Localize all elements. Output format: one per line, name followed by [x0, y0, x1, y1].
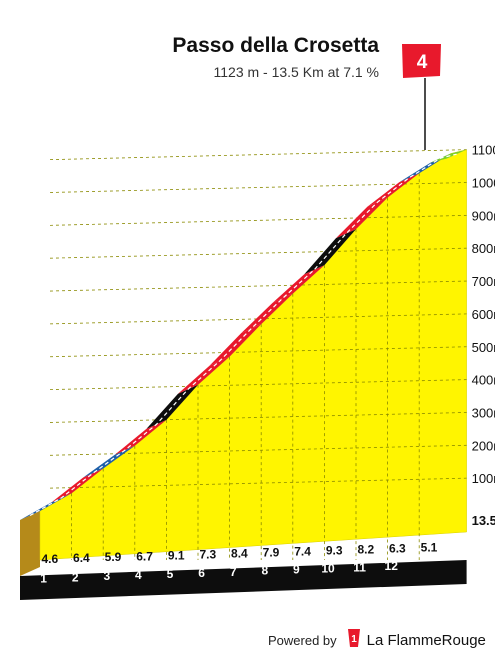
segment-gradient-label: 8.4 [231, 546, 248, 560]
y-tick-label: 900m [472, 208, 495, 223]
y-tick-label: 800m [472, 241, 495, 256]
x-end-label: 13.5 [472, 513, 495, 528]
svg-text:1: 1 [351, 634, 357, 645]
segment-gradient-label: 6.4 [73, 551, 90, 565]
x-tick-label: 12 [385, 559, 399, 573]
segment-band [336, 197, 388, 239]
segment-gradient-label: 5.9 [105, 550, 122, 564]
x-tick-label: 4 [135, 568, 142, 582]
y-gridline [49, 149, 467, 161]
segment-band [83, 445, 135, 478]
x-tick-label: 11 [353, 560, 366, 574]
km-bar [20, 560, 467, 600]
y-tick-label: 600m [472, 307, 495, 322]
segment-gradient-label: 7.9 [263, 545, 280, 559]
segment-gradient-label: 5.1 [421, 541, 438, 555]
profile-area [39, 149, 467, 561]
segment-gradient-label: 4.6 [41, 552, 58, 566]
x-tick-label: 7 [230, 565, 237, 579]
flag-number: 4 [417, 52, 428, 73]
la-flamme-rouge-logo-icon: 1 [347, 628, 361, 653]
powered-by-text: Powered by [268, 632, 337, 648]
profile-grid [49, 149, 467, 560]
y-tick-label: 200m [472, 438, 495, 453]
y-tick-label: 400m [472, 373, 495, 388]
segment-band [146, 384, 198, 429]
y-tick-label: 1100m [472, 143, 495, 158]
x-tick-label: 6 [198, 566, 205, 580]
brand-name: La FlammeRouge [366, 631, 486, 649]
x-tick-label: 10 [321, 561, 335, 575]
y-tick-label: 100m [472, 471, 495, 486]
profile-fill [39, 149, 467, 561]
climb-title: Passo della Crosetta [172, 34, 379, 57]
y-tick-label: 500m [472, 340, 495, 355]
flag-banner [402, 44, 441, 78]
segment-gradient-label: 7.4 [294, 545, 311, 559]
y-tick-label: 1000m [472, 176, 495, 191]
segment-gradient-label: 6.7 [136, 549, 153, 563]
y-tick-label: 300m [472, 405, 495, 420]
x-tick-label: 9 [293, 563, 300, 577]
climb-subtitle: 1123 m - 13.5 Km at 7.1 % [213, 64, 380, 80]
segment-gradient-label: 7.3 [199, 547, 216, 561]
y-tick-label: 700m [472, 274, 495, 289]
profile-base-side [20, 511, 40, 576]
profile-top-band [20, 149, 467, 520]
segment-band [272, 265, 325, 303]
summit-flag: 4 [402, 44, 441, 150]
x-tick-label: 3 [103, 569, 110, 583]
x-tick-label: 8 [261, 564, 268, 578]
segment-gradient-label: 6.3 [389, 542, 406, 556]
segment-gradient-label: 9.1 [168, 548, 185, 562]
footer: Powered by 1 La FlammeRouge [268, 628, 486, 652]
segment-gradient-label: 9.3 [326, 544, 343, 558]
profile-labels: 100m 200m 300m 400m 500m 600m 700m 800m 900m 1000… [40, 143, 495, 586]
segment-gradient-label: 8.2 [357, 543, 374, 557]
x-tick-label: 5 [167, 567, 174, 581]
x-tick-label: 1 [40, 571, 47, 585]
segment-band [241, 293, 293, 334]
x-tick-label: 2 [72, 570, 79, 584]
